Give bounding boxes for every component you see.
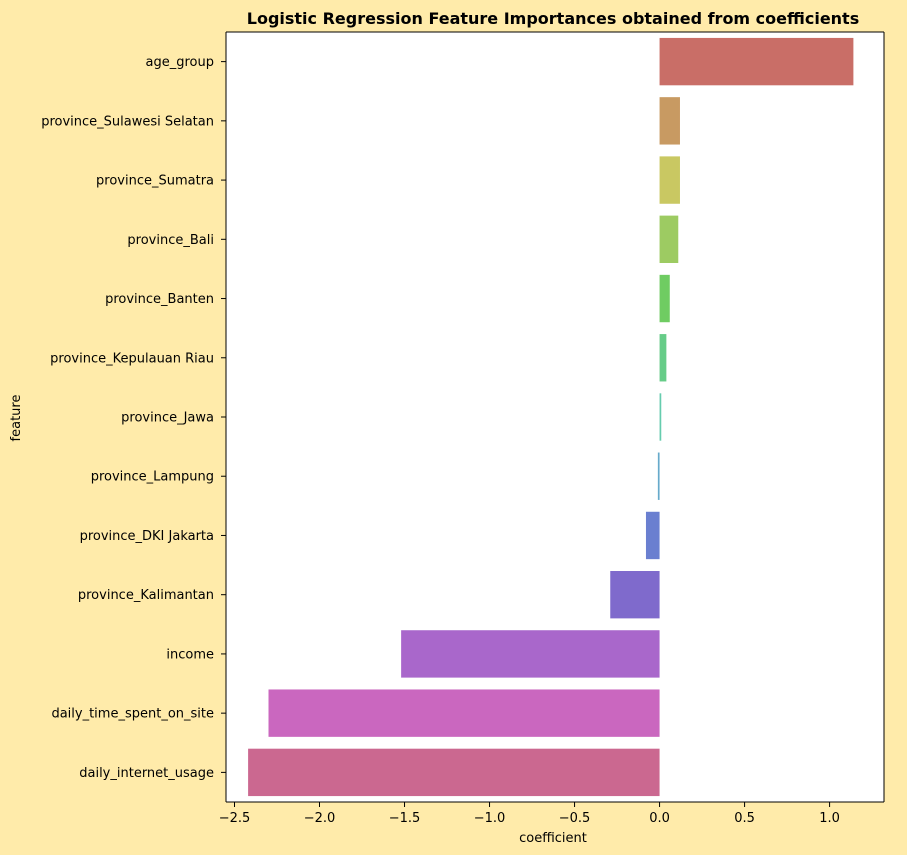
bars-group	[248, 37, 854, 797]
x-tick-label: 0.5	[734, 811, 755, 826]
x-tick-label: −2.5	[219, 811, 251, 826]
x-tick-label: 0.0	[649, 811, 670, 826]
bar-3	[659, 215, 679, 263]
y-tick-label: province_Banten	[105, 292, 214, 307]
y-tick-label: daily_time_spent_on_site	[51, 707, 214, 722]
x-tick-label: −1.5	[389, 811, 421, 826]
y-tick-label: daily_internet_usage	[79, 766, 214, 781]
y-tick-label: province_DKI Jakarta	[80, 529, 214, 544]
y-axis-ticks: age_group province_Sulawesi Selatan provin…	[41, 55, 226, 781]
bar-2	[659, 156, 680, 204]
y-tick-label: province_Sumatra	[96, 174, 214, 189]
bar-6	[659, 393, 662, 441]
bar-0	[659, 37, 854, 86]
chart-title: Logistic Regression Feature Importances …	[247, 9, 859, 28]
y-tick-label: province_Kepulauan Riau	[50, 351, 214, 366]
y-tick-label: province_Jawa	[121, 411, 214, 426]
y-axis-label: feature	[9, 395, 24, 442]
x-axis-ticks: −2.5 −2.0 −1.5 −1.0 −0.5 0.0 0.5 1.0	[219, 802, 840, 826]
y-tick-label: age_group	[146, 55, 214, 70]
y-tick-label: province_Kalimantan	[78, 588, 214, 603]
y-tick-label: province_Lampung	[91, 470, 214, 485]
y-tick-label: province_Sulawesi Selatan	[41, 114, 214, 129]
bar-11	[268, 689, 660, 737]
bar-10	[401, 630, 660, 678]
axis-spines	[225, 31, 885, 803]
bar-8	[645, 511, 660, 560]
y-tick-label: province_Bali	[127, 233, 214, 248]
x-axis-label: coefficient	[519, 831, 587, 846]
plot-area	[226, 32, 884, 802]
bar-5	[659, 334, 667, 382]
bar-12	[248, 748, 660, 797]
x-tick-label: 1.0	[819, 811, 840, 826]
y-tick-label: income	[166, 647, 214, 662]
x-tick-label: −2.0	[304, 811, 336, 826]
bar-7	[657, 452, 660, 500]
bar-9	[610, 571, 660, 619]
x-tick-label: −0.5	[559, 811, 591, 826]
bar-1	[659, 97, 680, 145]
bar-4	[659, 274, 670, 323]
x-tick-label: −1.0	[474, 811, 506, 826]
